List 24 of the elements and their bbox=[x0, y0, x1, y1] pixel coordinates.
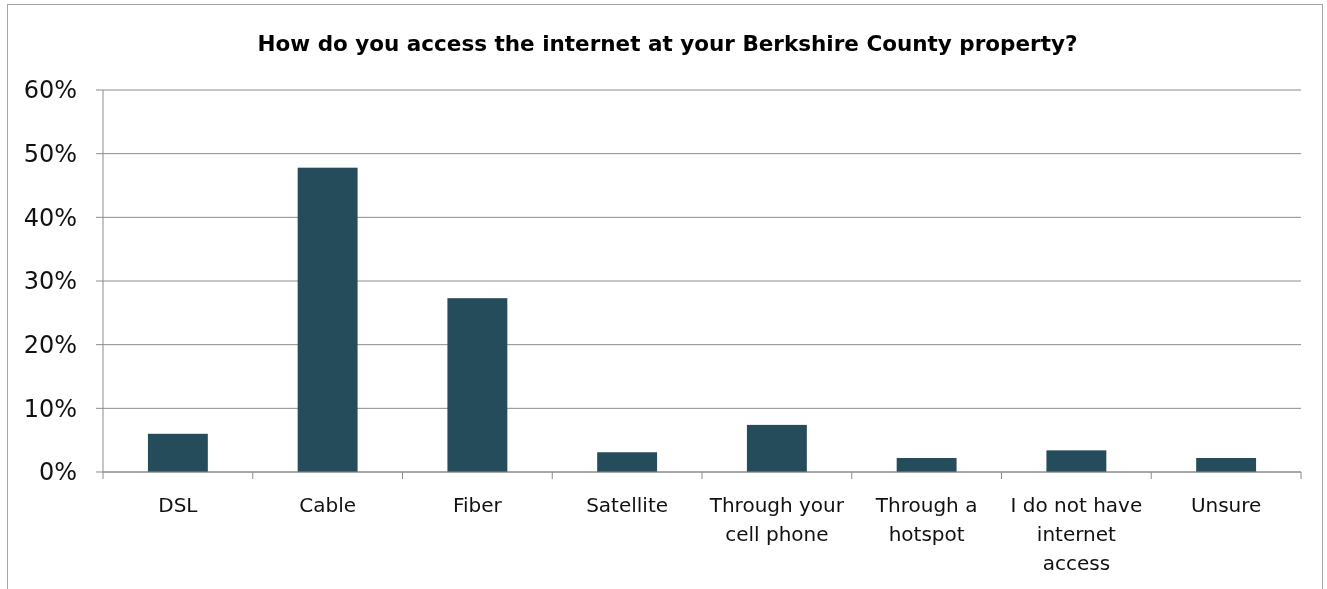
y-tick-label: 60% bbox=[23, 76, 77, 105]
bar bbox=[746, 424, 807, 472]
y-tick-label: 0% bbox=[38, 458, 77, 487]
bar bbox=[147, 433, 208, 472]
bar bbox=[1196, 457, 1257, 472]
y-tick-label: 10% bbox=[23, 394, 77, 423]
y-tick-label: 30% bbox=[23, 267, 77, 296]
x-tick-label: Satellite bbox=[586, 493, 669, 517]
y-tick-label: 20% bbox=[23, 331, 77, 360]
x-tick-label: Cable bbox=[299, 493, 357, 517]
y-tick-label: 40% bbox=[23, 203, 77, 232]
bar bbox=[1046, 450, 1107, 472]
bar bbox=[896, 457, 957, 472]
y-tick-label: 50% bbox=[23, 140, 77, 169]
bar bbox=[597, 452, 658, 472]
x-tick-label: Through your cell phone bbox=[708, 493, 845, 546]
bar bbox=[297, 167, 358, 472]
x-tick-label: Through a hotspot bbox=[874, 493, 978, 546]
x-tick-label: Unsure bbox=[1190, 493, 1262, 517]
x-tick-label: Fiber bbox=[452, 493, 503, 517]
x-tick-label: I do not have internet access bbox=[1010, 493, 1143, 575]
bar bbox=[447, 298, 508, 472]
chart-title: How do you access the internet at your Berkshire County property? bbox=[257, 30, 1078, 56]
x-tick-label: DSL bbox=[158, 493, 199, 517]
